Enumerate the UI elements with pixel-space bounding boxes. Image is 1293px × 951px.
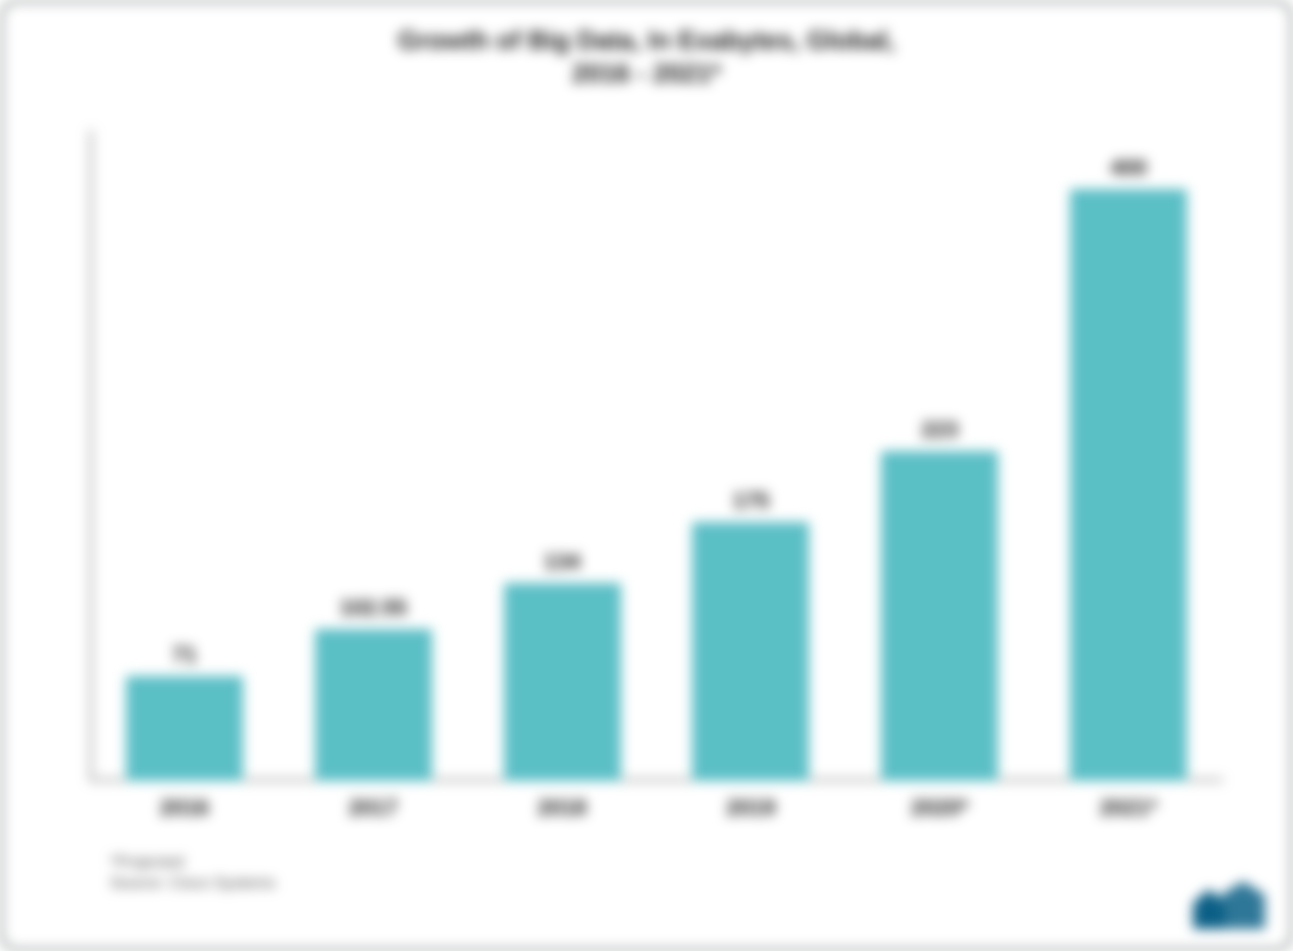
chart-title-line2: 2016 - 2021* [572, 58, 721, 88]
bar [881, 451, 998, 781]
bar-wrap: 71 [126, 676, 243, 781]
bar-wrap: 400 [1070, 189, 1187, 781]
bar-value-label: 175 [733, 488, 770, 514]
plot-area: 712016102.552017134201817520192232020*40… [90, 130, 1223, 781]
bar-wrap: 134 [504, 583, 621, 781]
bar-value-label: 102.55 [340, 595, 407, 621]
x-category-label: 2019 [726, 795, 775, 821]
bar [315, 629, 432, 781]
bar-value-label: 71 [172, 642, 196, 668]
chart-title-line1: Growth of Big Data, In Exabytes, Global, [398, 25, 895, 55]
bar [692, 522, 809, 781]
bar-wrap: 102.55 [315, 629, 432, 781]
bar-value-label: 134 [544, 549, 581, 575]
x-category-label: 2021* [1100, 795, 1158, 821]
x-category-label: 2020* [911, 795, 969, 821]
footnote-source: Source: Cisco Systems [110, 873, 275, 895]
bar-value-label: 400 [1110, 155, 1147, 181]
bar-wrap: 175 [692, 522, 809, 781]
x-axis-line [90, 779, 1223, 781]
chart-area: 712016102.552017134201817520192232020*40… [90, 130, 1223, 781]
mordor-logo-icon [1193, 881, 1265, 929]
bar [504, 583, 621, 781]
bar-value-label: 223 [921, 417, 958, 443]
x-category-label: 2017 [349, 795, 398, 821]
y-axis-line [90, 130, 92, 781]
bar-wrap: 223 [881, 451, 998, 781]
footnotes: *Projected Source: Cisco Systems [110, 852, 275, 895]
footnote-projected: *Projected [110, 852, 275, 874]
bar [126, 676, 243, 781]
bar [1070, 189, 1187, 781]
chart-title: Growth of Big Data, In Exabytes, Global,… [0, 24, 1293, 89]
x-category-label: 2018 [538, 795, 587, 821]
x-category-label: 2016 [160, 795, 209, 821]
